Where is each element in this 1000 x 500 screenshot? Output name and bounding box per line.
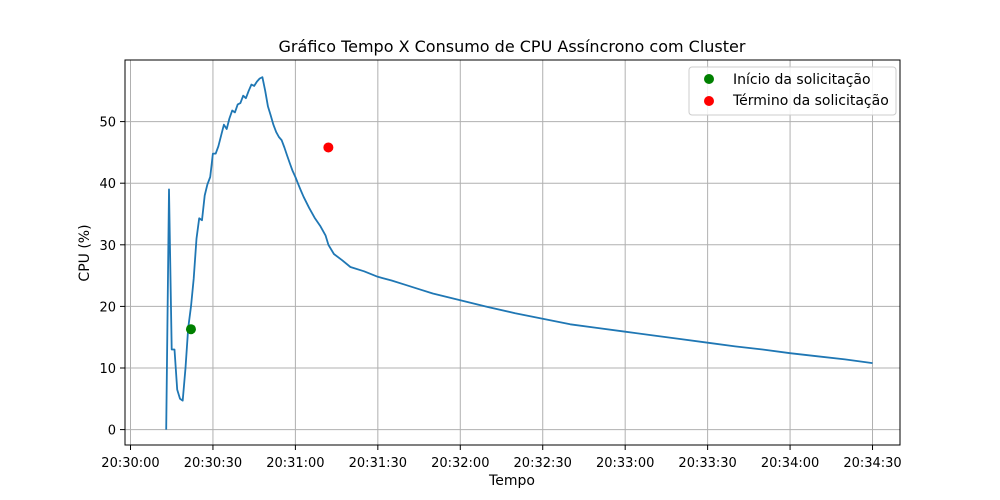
plot-frame bbox=[124, 59, 901, 446]
x-tick-label: 20:31:30 bbox=[349, 456, 407, 471]
y-axis-label: CPU (%) bbox=[77, 224, 93, 281]
x-tick-label: 20:34:30 bbox=[843, 456, 901, 471]
y-tick-label: 10 bbox=[99, 362, 116, 377]
legend-label-end: Término da solicitação bbox=[732, 93, 889, 109]
x-tick-label: 20:32:30 bbox=[514, 456, 572, 471]
legend-label-start: Início da solicitação bbox=[733, 72, 871, 88]
legend-marker-end bbox=[704, 96, 714, 106]
y-tick-label: 30 bbox=[99, 239, 116, 254]
legend: Início da solicitação Término da solicit… bbox=[688, 66, 897, 116]
y-axis-ticks: 0 10 20 30 40 50 bbox=[99, 116, 125, 439]
chart-title: Gráfico Tempo X Consumo de CPU Assíncron… bbox=[279, 37, 746, 56]
x-tick-label: 20:31:00 bbox=[266, 456, 324, 471]
x-axis-label: Tempo bbox=[488, 473, 535, 489]
grid-lines bbox=[125, 60, 900, 445]
x-tick-label: 20:30:30 bbox=[184, 456, 242, 471]
y-tick-label: 50 bbox=[99, 116, 116, 131]
x-tick-label: 20:33:30 bbox=[678, 456, 736, 471]
x-tick-label: 20:34:00 bbox=[761, 456, 819, 471]
x-tick-label: 20:30:00 bbox=[101, 456, 159, 471]
x-tick-label: 20:32:00 bbox=[431, 456, 489, 471]
end-marker bbox=[323, 142, 334, 153]
legend-marker-start bbox=[704, 74, 714, 84]
cpu-series-line bbox=[165, 76, 873, 430]
request-markers bbox=[185, 142, 334, 335]
legend-box bbox=[688, 66, 897, 116]
x-tick-label: 20:33:00 bbox=[596, 456, 654, 471]
y-tick-label: 0 bbox=[108, 424, 116, 439]
y-tick-label: 20 bbox=[99, 300, 116, 315]
start-marker bbox=[185, 324, 196, 335]
y-tick-label: 40 bbox=[99, 177, 116, 192]
x-axis-ticks: 20:30:00 20:30:30 20:31:00 20:31:30 20:32:00… bbox=[101, 445, 902, 471]
